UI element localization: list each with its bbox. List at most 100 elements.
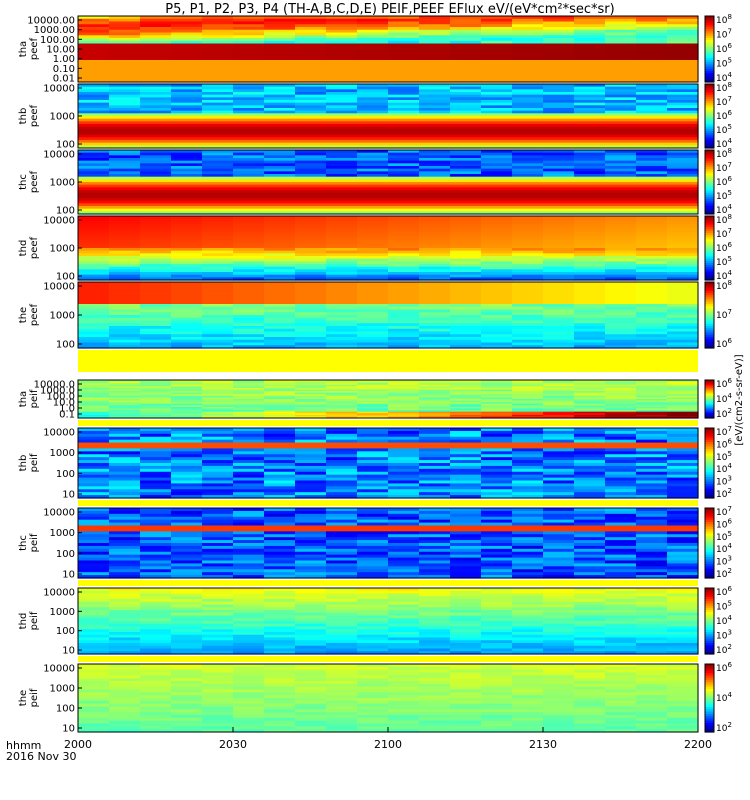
- heatmap-cell: [419, 403, 451, 406]
- heatmap-cell: [543, 174, 575, 178]
- heatmap-cell: [171, 232, 203, 236]
- heatmap-cell: [543, 92, 575, 96]
- heatmap-cell: [388, 387, 420, 391]
- heatmap-cell: [450, 406, 482, 410]
- heatmap-cell: [295, 474, 327, 479]
- heatmap-cell: [140, 79, 172, 83]
- heatmap-cell: [140, 399, 172, 402]
- heatmap-cell: [140, 89, 172, 93]
- heatmap-cell: [605, 596, 637, 600]
- heatmap-cell: [419, 27, 451, 31]
- y-axis-label: the: [18, 307, 29, 323]
- heatmap-cell: [388, 73, 420, 78]
- heatmap-cell: [667, 637, 699, 641]
- heatmap-cell: [202, 723, 234, 727]
- heatmap-cell: [543, 483, 575, 487]
- heatmap-cell: [295, 71, 327, 75]
- heatmap-cell: [171, 208, 203, 212]
- heatmap-cell: [357, 229, 389, 233]
- heatmap-cell: [388, 298, 420, 302]
- heatmap-cell: [543, 100, 575, 104]
- heatmap-cell: [450, 134, 482, 138]
- heatmap-cell: [512, 428, 544, 432]
- heatmap-cell: [574, 198, 606, 202]
- heatmap-cell: [574, 386, 606, 389]
- heatmap-cell: [264, 448, 296, 452]
- heatmap-cell: [326, 38, 358, 42]
- heatmap-cell: [574, 543, 606, 547]
- heatmap-cell: [140, 387, 172, 391]
- heatmap-cell: [140, 445, 172, 450]
- heatmap-cell: [574, 612, 606, 617]
- heatmap-cell: [667, 480, 699, 485]
- heatmap-cell: [450, 108, 482, 112]
- heatmap-cell: [233, 604, 265, 608]
- heatmap-cell: [574, 195, 606, 199]
- heatmap-cell: [326, 35, 358, 39]
- heatmap-cell: [450, 206, 482, 210]
- heatmap-cell: [295, 391, 327, 394]
- colorbar-segment: [705, 254, 714, 258]
- heatmap-cell: [512, 163, 544, 167]
- heatmap-cell: [295, 545, 327, 550]
- heatmap-cell: [295, 445, 327, 450]
- heatmap-cell: [419, 414, 451, 418]
- colorbar-segment: [705, 515, 714, 518]
- heatmap-cell: [233, 575, 265, 579]
- heatmap-cell: [78, 391, 110, 394]
- heatmap-cell: [326, 543, 358, 547]
- heatmap-cell: [202, 717, 234, 722]
- y-tick-label: 100.00: [40, 35, 75, 46]
- heatmap-cell: [109, 700, 141, 705]
- heatmap-cell: [357, 664, 389, 668]
- heatmap-cell: [357, 700, 389, 705]
- heatmap-cell: [388, 40, 420, 45]
- heatmap-cell: [233, 480, 265, 485]
- heatmap-cell: [419, 519, 451, 524]
- heatmap-cell: [636, 394, 668, 397]
- heatmap-cell: [109, 651, 141, 655]
- colorbar-segment: [705, 160, 714, 164]
- heatmap-cell: [326, 698, 358, 702]
- heatmap-cell: [512, 471, 544, 476]
- heatmap-cell: [388, 345, 420, 349]
- heatmap-cell: [171, 334, 203, 338]
- heatmap-cell: [419, 60, 451, 64]
- heatmap-cell: [140, 174, 172, 178]
- heatmap-cell: [109, 134, 141, 138]
- heatmap-cell: [574, 563, 606, 567]
- heatmap-cell: [450, 323, 482, 327]
- heatmap-cell: [357, 337, 389, 341]
- heatmap-cell: [605, 277, 637, 281]
- colorbar-segment: [705, 312, 714, 316]
- heatmap-cell: [140, 306, 172, 311]
- heatmap-cell: [295, 18, 327, 23]
- heatmap-cell: [233, 298, 265, 302]
- heatmap-cell: [605, 513, 637, 518]
- heatmap-cell: [574, 643, 606, 647]
- heatmap-cell: [574, 465, 606, 470]
- heatmap-cell: [295, 226, 327, 230]
- heatmap-cell: [326, 465, 358, 470]
- heatmap-cell: [202, 328, 234, 333]
- heatmap-cell: [357, 174, 389, 178]
- heatmap-cell: [481, 84, 513, 88]
- heatmap-cell: [574, 287, 606, 291]
- heatmap-cell: [295, 182, 327, 186]
- heatmap-cell: [326, 672, 358, 676]
- heatmap-cell: [171, 554, 203, 559]
- heatmap-cell: [543, 572, 575, 576]
- heatmap-cell: [543, 566, 575, 570]
- heatmap-cell: [605, 342, 637, 346]
- heatmap-cell: [419, 395, 451, 399]
- heatmap-cell: [264, 601, 296, 606]
- heatmap-cell: [233, 140, 265, 144]
- heatmap-cell: [202, 618, 234, 622]
- heatmap-cell: [481, 345, 513, 349]
- heatmap-cell: [481, 640, 513, 644]
- heatmap-cell: [326, 510, 358, 515]
- heatmap-cell: [171, 483, 203, 487]
- heatmap-cell: [140, 108, 172, 112]
- heatmap-cell: [171, 632, 203, 636]
- heatmap-cell: [419, 508, 451, 512]
